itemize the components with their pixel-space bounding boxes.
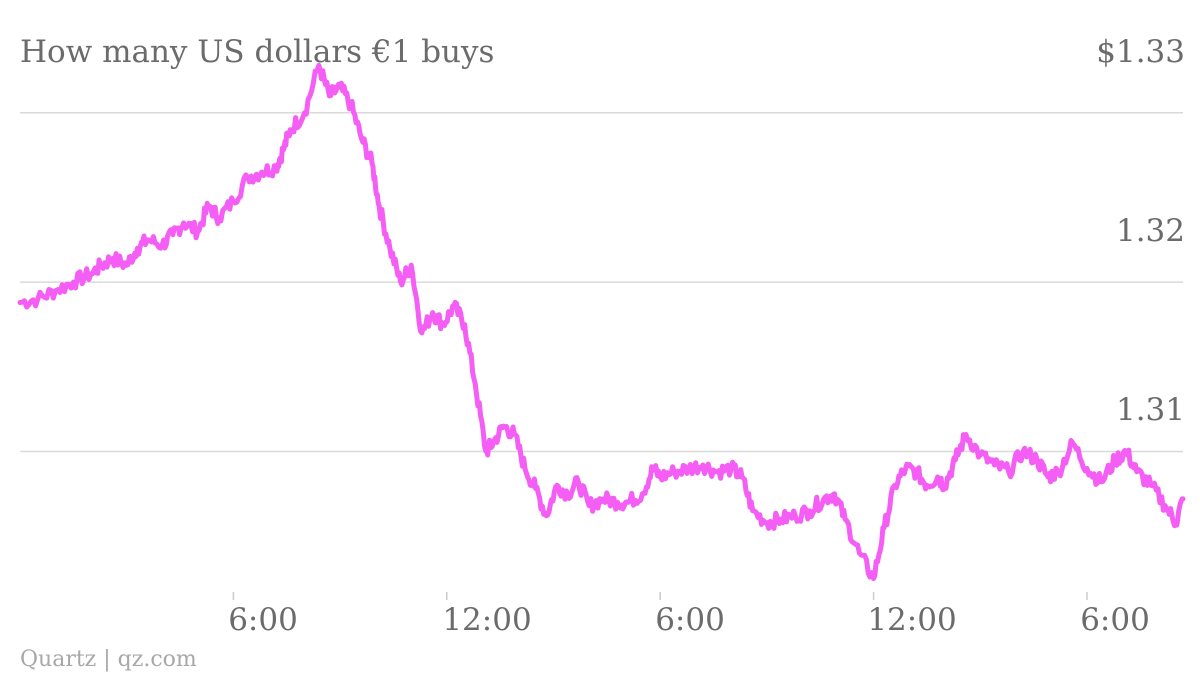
x-tick-label-12am: 12:00 (867, 602, 957, 638)
source-credit: Quartz | qz.com (20, 647, 197, 672)
x-tick-marks (232, 592, 1088, 600)
eur-usd-line (17, 62, 1186, 581)
x-tick-label-6am-day2: 6:00 (1080, 602, 1150, 638)
x-tick-label-12pm: 12:00 (442, 602, 532, 638)
x-tick-label-6am: 6:00 (228, 602, 298, 638)
y-tick-label-1-32: 1.32 (1115, 213, 1185, 249)
y-tick-label-1-31: 1.31 (1115, 392, 1185, 428)
y-tick-label-1-33: $1.33 (1096, 34, 1185, 70)
chart-title: How many US dollars €1 buys (20, 34, 495, 70)
gridlines (20, 112, 1183, 453)
x-tick-label-6pm: 6:00 (655, 602, 725, 638)
